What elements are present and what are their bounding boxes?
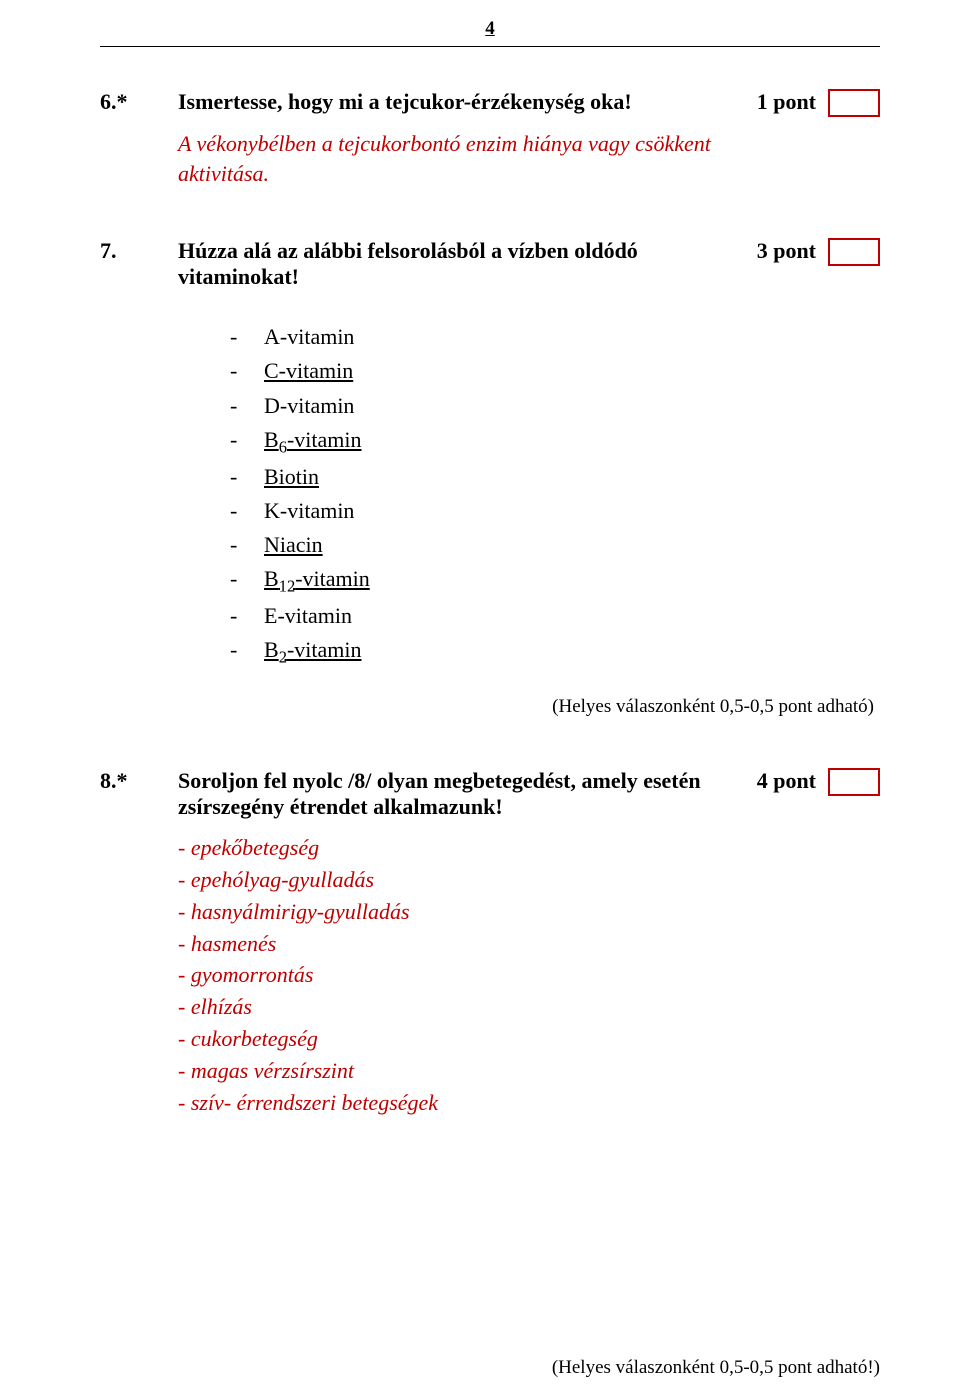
question-7-number: 7. xyxy=(100,238,152,264)
list-item: -Niacin xyxy=(230,528,880,562)
scoring-footer: (Helyes válaszonként 0,5-0,5 pont adható… xyxy=(552,1357,880,1379)
list-item: - cukorbetegség xyxy=(178,1023,880,1055)
list-item: - epekőbetegség xyxy=(178,832,880,864)
list-item-label: B6-vitamin xyxy=(264,423,361,460)
points-label: 4 pont xyxy=(757,768,816,794)
question-6-answer: A vékonybélben a tejcukorbontó enzim hiá… xyxy=(178,129,738,188)
list-item: -B2-vitamin xyxy=(230,633,880,670)
list-item: - gyomorrontás xyxy=(178,959,880,991)
question-8-list: - epekőbetegség- epehólyag-gyulladás- ha… xyxy=(178,832,880,1119)
dash: - xyxy=(230,562,242,596)
question-8-header: 8.* Soroljon fel nyolc /8/ olyan megbete… xyxy=(100,768,880,820)
question-6: 6.* Ismertesse, hogy mi a tejcukor-érzék… xyxy=(100,89,880,188)
points-box xyxy=(828,89,880,117)
list-item-label: Biotin xyxy=(264,460,319,494)
list-item: - elhízás xyxy=(178,991,880,1023)
list-item: -K-vitamin xyxy=(230,494,880,528)
question-8: 8.* Soroljon fel nyolc /8/ olyan megbete… xyxy=(100,768,880,1119)
dash: - xyxy=(230,599,242,633)
list-item: - hasnyálmirigy-gyulladás xyxy=(178,896,880,928)
question-7-scoring: (Helyes válaszonként 0,5-0,5 pont adható… xyxy=(100,696,880,718)
list-item-label: B2-vitamin xyxy=(264,633,361,670)
list-item-label: B12-vitamin xyxy=(264,562,370,599)
dash: - xyxy=(230,633,242,667)
question-6-number: 6.* xyxy=(100,89,152,115)
list-item: -C-vitamin xyxy=(230,354,880,388)
question-6-points: 1 pont xyxy=(757,89,880,117)
question-7: 7. Húzza alá az alábbi felsorolásból a v… xyxy=(100,238,880,718)
page-number: 4 xyxy=(485,18,495,39)
dash: - xyxy=(230,460,242,494)
points-box xyxy=(828,768,880,796)
list-item: -A-vitamin xyxy=(230,320,880,354)
list-item: -B12-vitamin xyxy=(230,562,880,599)
list-item-label: D-vitamin xyxy=(264,389,354,423)
list-item-label: E-vitamin xyxy=(264,599,352,633)
dash: - xyxy=(230,494,242,528)
question-7-header: 7. Húzza alá az alábbi felsorolásból a v… xyxy=(100,238,880,290)
page: 4 6.* Ismertesse, hogy mi a tejcukor-érz… xyxy=(0,0,960,1169)
question-7-points: 3 pont xyxy=(757,238,880,266)
dash: - xyxy=(230,354,242,388)
dash: - xyxy=(230,389,242,423)
question-8-number: 8.* xyxy=(100,768,152,794)
points-label: 3 pont xyxy=(757,238,816,264)
list-item: - szív- érrendszeri betegségek xyxy=(178,1087,880,1119)
list-item: - epehólyag-gyulladás xyxy=(178,864,880,896)
question-6-text: Ismertesse, hogy mi a tejcukor-érzékenys… xyxy=(178,89,632,115)
points-box xyxy=(828,238,880,266)
header-rule xyxy=(100,46,880,47)
dash: - xyxy=(230,528,242,562)
question-7-text: Húzza alá az alábbi felsorolásból a vízb… xyxy=(178,238,718,290)
dash: - xyxy=(230,320,242,354)
list-item: - hasmenés xyxy=(178,928,880,960)
list-item-label: C-vitamin xyxy=(264,354,353,388)
page-number-wrap: 4 xyxy=(100,18,880,40)
question-7-list: -A-vitamin-C-vitamin-D-vitamin-B6-vitami… xyxy=(230,320,880,670)
list-item-label: A-vitamin xyxy=(264,320,354,354)
question-8-text: Soroljon fel nyolc /8/ olyan megbetegedé… xyxy=(178,768,718,820)
points-label: 1 pont xyxy=(757,89,816,115)
question-6-header: 6.* Ismertesse, hogy mi a tejcukor-érzék… xyxy=(100,89,880,117)
list-item: -B6-vitamin xyxy=(230,423,880,460)
list-item-label: K-vitamin xyxy=(264,494,354,528)
dash: - xyxy=(230,423,242,457)
list-item: - magas vérzsírszint xyxy=(178,1055,880,1087)
question-8-points: 4 pont xyxy=(757,768,880,796)
list-item: -E-vitamin xyxy=(230,599,880,633)
list-item-label: Niacin xyxy=(264,528,323,562)
list-item: -D-vitamin xyxy=(230,389,880,423)
list-item: -Biotin xyxy=(230,460,880,494)
